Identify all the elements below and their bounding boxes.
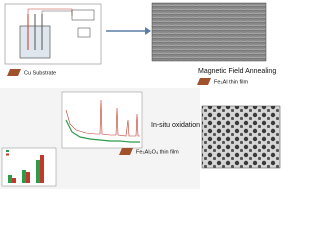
bar-chart-thumbnail [1,147,57,187]
film2-label: Fe₃Al₂O₄ thin film [136,149,179,155]
setup-schematic [4,3,102,65]
sem-image-oxidized [201,105,281,169]
film2-icon [119,148,133,155]
substrate-icon [7,69,21,76]
substrate-label: Cu Substrate [24,70,56,76]
film1-label: Fe₃Al thin film [214,79,248,85]
process-arrow [106,27,151,35]
graphical-abstract: Cu Substrate Magnetic Field Annealing Fe… [0,2,281,189]
xrd-pattern [61,91,143,149]
annealing-label: Magnetic Field Annealing [198,68,276,75]
film1-icon [197,78,211,85]
oxidation-label: In-situ oxidation [151,122,200,129]
sem-image-annealed [151,2,267,62]
